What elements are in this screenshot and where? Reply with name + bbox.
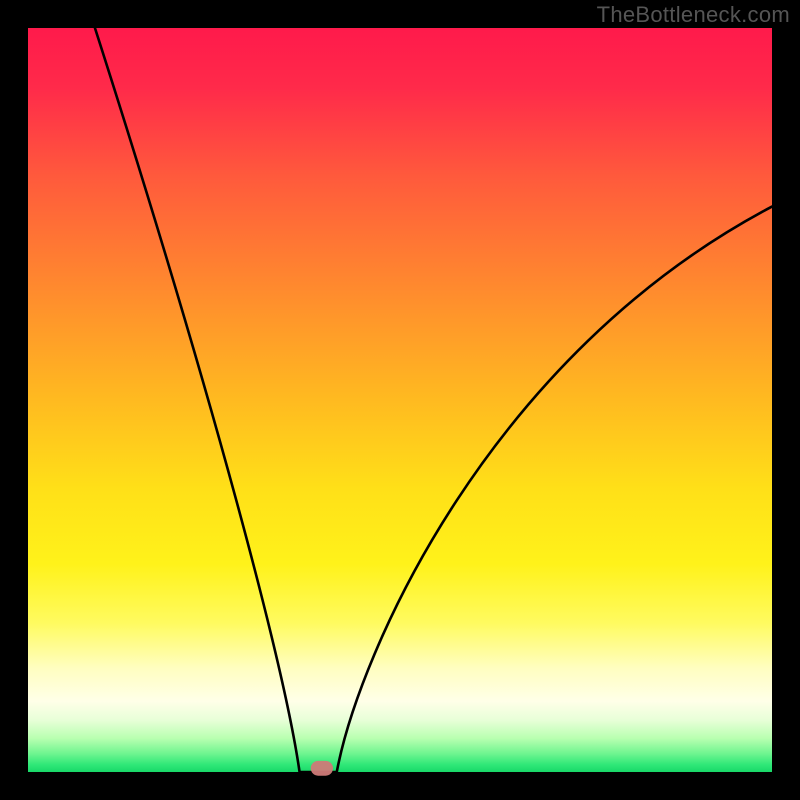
watermark-text: TheBottleneck.com (597, 2, 790, 28)
optimum-marker (311, 761, 333, 776)
bottleneck-chart (0, 0, 800, 800)
chart-frame: TheBottleneck.com (0, 0, 800, 800)
gradient-background (28, 28, 772, 772)
